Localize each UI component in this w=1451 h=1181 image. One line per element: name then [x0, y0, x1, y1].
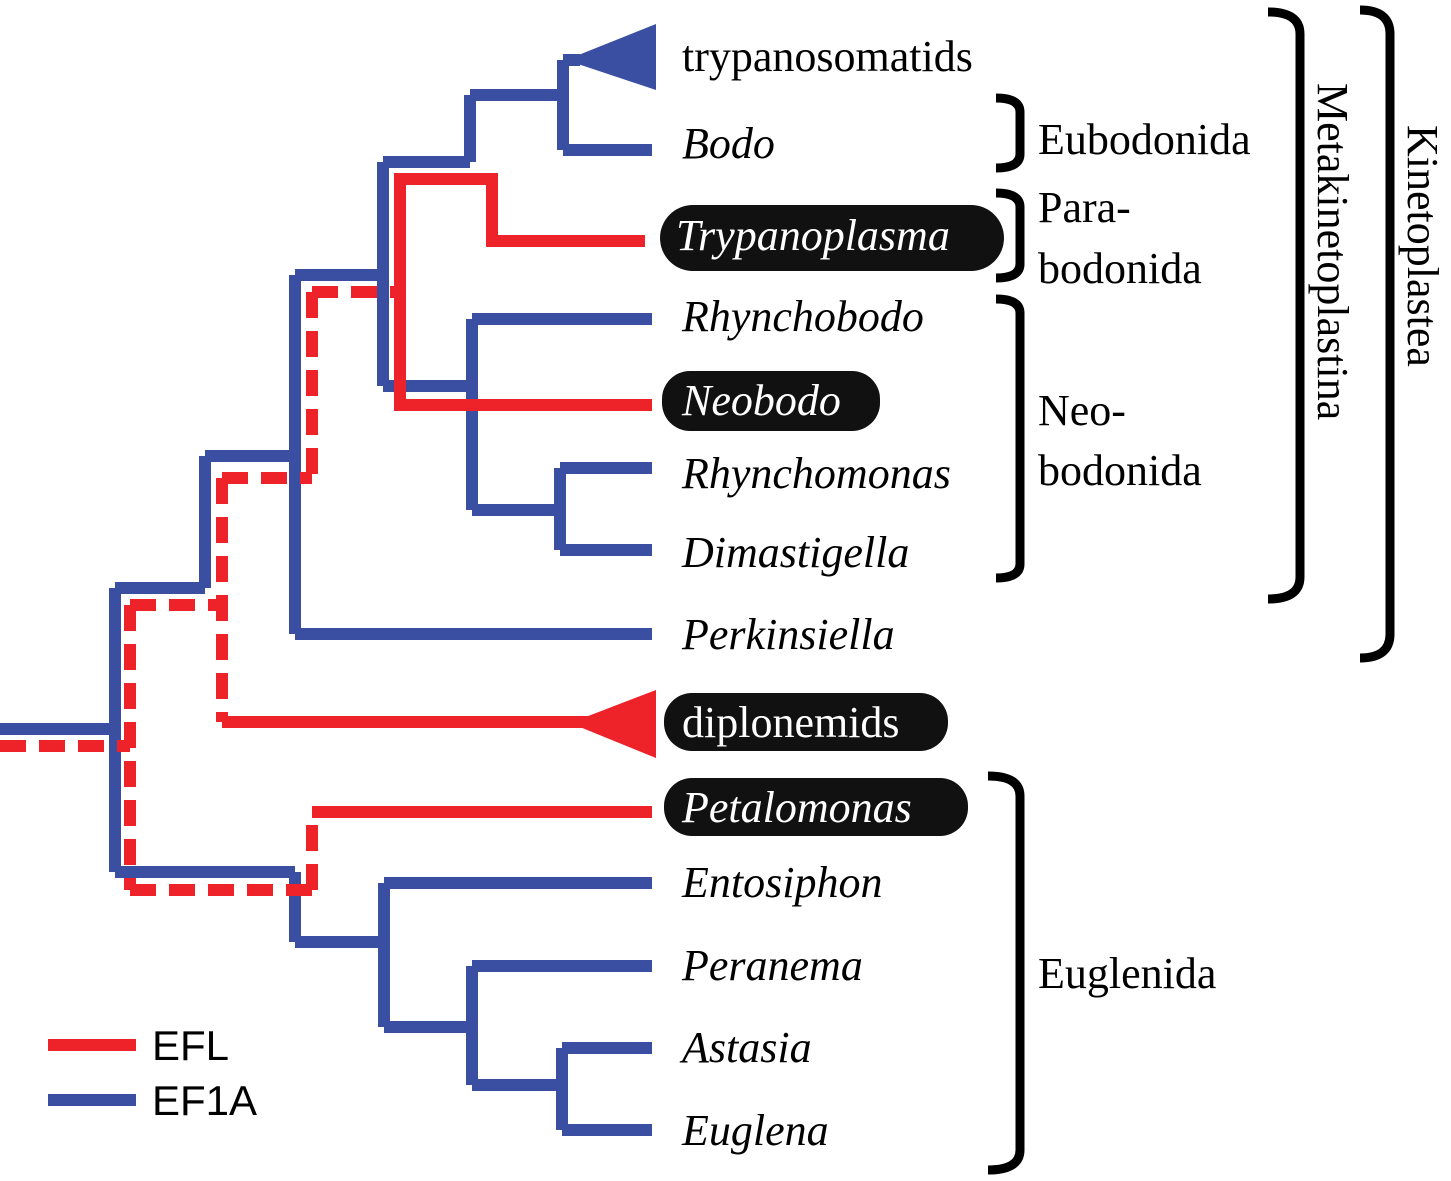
- taxon-diplonemids: diplonemids: [682, 698, 900, 747]
- group-parabodonida-line1: Para-: [1038, 183, 1131, 232]
- group-brackets: [987, 5, 1395, 1175]
- trypanosomatids-clade-triangle: [566, 24, 656, 90]
- taxon-labels: trypanosomatids Bodo Trypanoplasma Rhync…: [676, 32, 973, 1155]
- efl-solid-branches: [222, 173, 652, 728]
- taxon-rhynchobodo: Rhynchobodo: [681, 292, 924, 341]
- taxon-astasia: Astasia: [679, 1023, 812, 1072]
- group-euglenida: Euglenida: [1038, 949, 1216, 998]
- efl-dashed-branches: [0, 286, 400, 896]
- group-eubodonida: Eubodonida: [1038, 115, 1251, 164]
- legend: EFL EF1A: [48, 1022, 257, 1124]
- taxon-highlights: [660, 205, 1004, 836]
- taxon-dimastigella: Dimastigella: [681, 528, 909, 577]
- euglenida-bracket: [987, 771, 1025, 1175]
- group-metakinetoplastina: Metakinetoplastina: [1308, 83, 1357, 420]
- taxon-neobodo: Neobodo: [681, 376, 841, 425]
- parabodonida-bracket: [995, 188, 1025, 283]
- group-kinetoplastea: Kinetoplastea: [1398, 125, 1447, 367]
- taxon-trypanosomatids: trypanosomatids: [682, 32, 973, 81]
- efl-trypanoplasma-path: [394, 173, 645, 292]
- taxon-entosiphon: Entosiphon: [681, 858, 882, 907]
- taxon-peranema: Peranema: [681, 941, 863, 990]
- petalomonas-highlight: [664, 778, 968, 836]
- neobodonida-bracket: [995, 294, 1025, 583]
- taxon-euglena: Euglena: [681, 1106, 829, 1155]
- eubodonida-bracket: [995, 93, 1025, 173]
- metakinetoplastina-bracket: [1267, 7, 1305, 604]
- diplonemids-highlight: [664, 693, 948, 751]
- group-neobodonida-line2: bodonida: [1038, 446, 1202, 495]
- taxon-bodo: Bodo: [682, 119, 775, 168]
- neobodo-highlight: [662, 371, 880, 431]
- taxon-trypanoplasma: Trypanoplasma: [676, 211, 950, 260]
- efl-neobodo-path: [394, 292, 652, 411]
- group-labels: Eubodonida Para- bodonida Neo- bodonida …: [1038, 83, 1447, 998]
- group-neobodonida-line1: Neo-: [1038, 386, 1126, 435]
- taxon-rhynchomonas: Rhynchomonas: [681, 449, 951, 498]
- diplonemids-clade-triangle: [570, 690, 656, 758]
- taxon-petalomonas: Petalomonas: [681, 783, 912, 832]
- legend-efl-label: EFL: [152, 1022, 229, 1069]
- legend-ef1a-label: EF1A: [152, 1077, 257, 1124]
- taxon-perkinsiella: Perkinsiella: [681, 610, 895, 659]
- ef1a-branches: [0, 54, 652, 1136]
- group-parabodonida-line2: bodonida: [1038, 244, 1202, 293]
- trypanoplasma-highlight: [660, 205, 1004, 271]
- kinetoplastea-bracket: [1359, 5, 1395, 663]
